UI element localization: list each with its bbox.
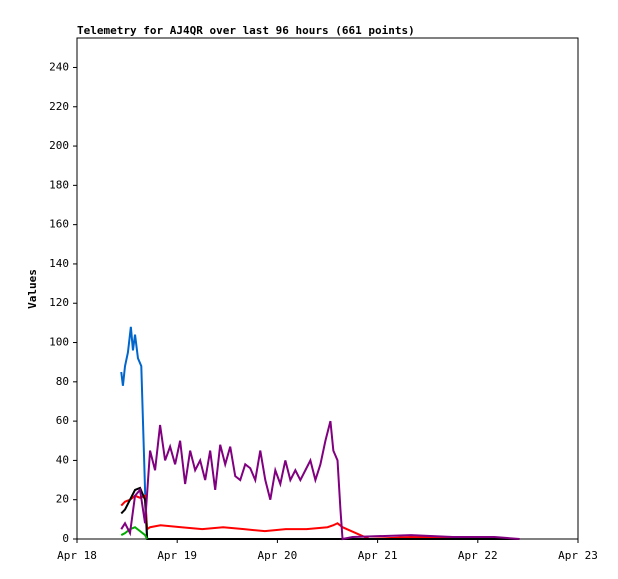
y-tick-label: 80 xyxy=(56,375,69,388)
y-tick-label: 40 xyxy=(56,453,69,466)
series-line xyxy=(120,326,149,540)
chart-title: Telemetry for AJ4QR over last 96 hours (… xyxy=(77,24,415,37)
x-tick-label: Apr 20 xyxy=(258,549,298,562)
y-tick-label: 240 xyxy=(49,60,69,73)
series-line xyxy=(120,494,520,541)
x-tick-label: Apr 21 xyxy=(358,549,398,562)
y-tick-label: 220 xyxy=(49,100,69,113)
x-tick-label: Apr 22 xyxy=(458,549,498,562)
y-tick-label: 0 xyxy=(62,532,69,545)
y-tick-label: 60 xyxy=(56,414,69,427)
y-tick-label: 20 xyxy=(56,493,69,506)
y-tick-label: 100 xyxy=(49,336,69,349)
series-line xyxy=(120,420,520,541)
y-tick-label: 160 xyxy=(49,218,69,231)
y-tick-label: 200 xyxy=(49,139,69,152)
y-tick-label: 180 xyxy=(49,178,69,191)
x-tick-label: Apr 19 xyxy=(157,549,197,562)
series-line xyxy=(120,526,149,540)
y-axis-label: Values xyxy=(26,269,39,309)
y-tick-label: 140 xyxy=(49,257,69,270)
x-tick-label: Apr 18 xyxy=(57,549,97,562)
x-tick-label: Apr 23 xyxy=(558,549,598,562)
plot-frame xyxy=(76,37,579,540)
y-tick-label: 120 xyxy=(49,296,69,309)
series-line xyxy=(120,486,520,540)
